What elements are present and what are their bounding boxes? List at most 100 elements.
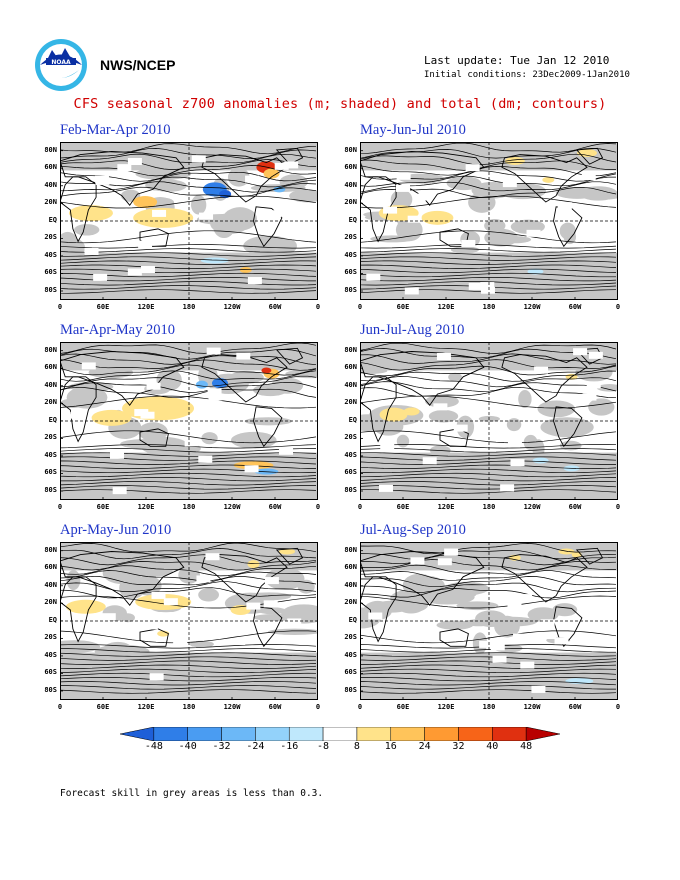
height-contour (360, 264, 617, 269)
height-contour (360, 153, 617, 166)
height-contour (360, 370, 617, 382)
lat-label: 20N (44, 198, 57, 207)
lat-label: 40N (344, 180, 357, 189)
height-contour (60, 672, 317, 678)
colorbar-swatch (458, 727, 493, 741)
low-skill-area (67, 398, 81, 408)
lat-label: EQ (48, 415, 57, 424)
lon-label: 0 (615, 703, 621, 711)
height-contour (60, 444, 317, 449)
lon-label: 120W (523, 703, 541, 711)
height-contour (360, 570, 617, 581)
height-contour (60, 561, 317, 571)
coastline (60, 151, 185, 206)
coastline (139, 628, 169, 647)
lat-label: 60S (344, 668, 357, 677)
low-skill-area (101, 641, 135, 664)
anomaly-shading (65, 599, 106, 614)
low-skill-area (119, 576, 146, 599)
lon-label: 0 (315, 503, 321, 511)
low-skill-area (540, 417, 594, 438)
height-contour (360, 656, 617, 661)
low-skill-area (518, 389, 532, 409)
low-skill-area (397, 600, 425, 614)
lon-label: 180 (182, 703, 196, 711)
height-contour (360, 165, 617, 177)
low-skill-area (596, 384, 618, 392)
lon-label: 120W (223, 303, 241, 311)
lat-label: 60N (344, 563, 357, 572)
height-contour (360, 376, 617, 388)
height-contour (360, 444, 617, 449)
lat-label: 40S (44, 650, 57, 659)
height-contour (60, 448, 316, 453)
height-contour (360, 660, 617, 665)
anomaly-shading (233, 461, 274, 470)
lon-label: 60W (568, 703, 582, 711)
height-contour (60, 244, 317, 249)
height-contour (360, 576, 617, 588)
height-contour (360, 260, 617, 265)
lon-label: 60E (396, 503, 410, 511)
height-contour (60, 153, 317, 164)
low-skill-area (74, 224, 100, 236)
coastline (275, 147, 304, 165)
lat-label: 20N (44, 398, 57, 407)
height-contour (360, 244, 617, 249)
lon-label: 180 (182, 303, 196, 311)
seasonal-map: 3003063003103153103002902702803163103153… (60, 342, 318, 500)
last-update: Last update: Tue Jan 12 2010 (424, 54, 610, 67)
coastline (201, 154, 288, 203)
anomaly-shading (263, 168, 280, 179)
height-contour (360, 668, 617, 674)
lon-label: 60E (396, 703, 410, 711)
lon-label: 120W (523, 503, 541, 511)
anomaly-shading (261, 367, 272, 374)
low-skill-area (506, 418, 522, 432)
lat-label: 40S (344, 650, 357, 659)
colorbar-swatch (288, 727, 324, 741)
initial-conditions: Initial conditions: 23Dec2009-1Jan2010 (424, 70, 630, 80)
colorbar-swatch (187, 727, 222, 741)
height-contour (60, 260, 317, 265)
low-skill-area (559, 222, 576, 240)
colorbar-swatch (153, 727, 188, 741)
low-skill-area (484, 228, 518, 247)
low-skill-area (60, 640, 101, 654)
lon-label: 0 (357, 703, 363, 711)
lat-label: 20N (44, 598, 57, 607)
height-contour (60, 460, 317, 465)
lat-label: 80S (344, 285, 357, 294)
lon-label: 120E (437, 703, 455, 711)
anomaly-shading (527, 268, 544, 275)
seasonal-map: 3002903053103153163103002902802702503152… (60, 142, 318, 300)
anomaly-shading (403, 407, 420, 416)
lat-label: 20S (44, 633, 57, 642)
panel-title: Apr-May-Jun 2010 (60, 522, 172, 538)
coastline (60, 551, 185, 606)
lat-label: 40N (344, 380, 357, 389)
lat-label: 20N (344, 198, 357, 207)
panel-title: Jul-Aug-Sep 2010 (360, 522, 466, 538)
height-contour (60, 664, 317, 669)
low-skill-area (428, 409, 459, 423)
low-skill-area (210, 213, 249, 235)
lon-label: 0 (57, 303, 63, 311)
coastline (253, 606, 283, 648)
anomaly-shading (542, 176, 555, 183)
height-contour (60, 195, 317, 209)
height-contour (60, 485, 316, 490)
lat-label: 60S (344, 468, 357, 477)
colorbar-label: -48 (144, 741, 163, 752)
coastline (275, 347, 304, 365)
colorbar-label: 24 (418, 741, 431, 752)
colorbar-label: 16 (384, 741, 397, 752)
lon-label: 120E (137, 503, 155, 511)
height-contour (60, 148, 317, 160)
noaa-logo: NOAA (35, 39, 87, 91)
height-contour (60, 656, 317, 661)
anomaly-shading (195, 380, 208, 389)
anomaly-shading (577, 149, 598, 158)
height-contour (360, 230, 617, 244)
height-contour (360, 277, 617, 282)
